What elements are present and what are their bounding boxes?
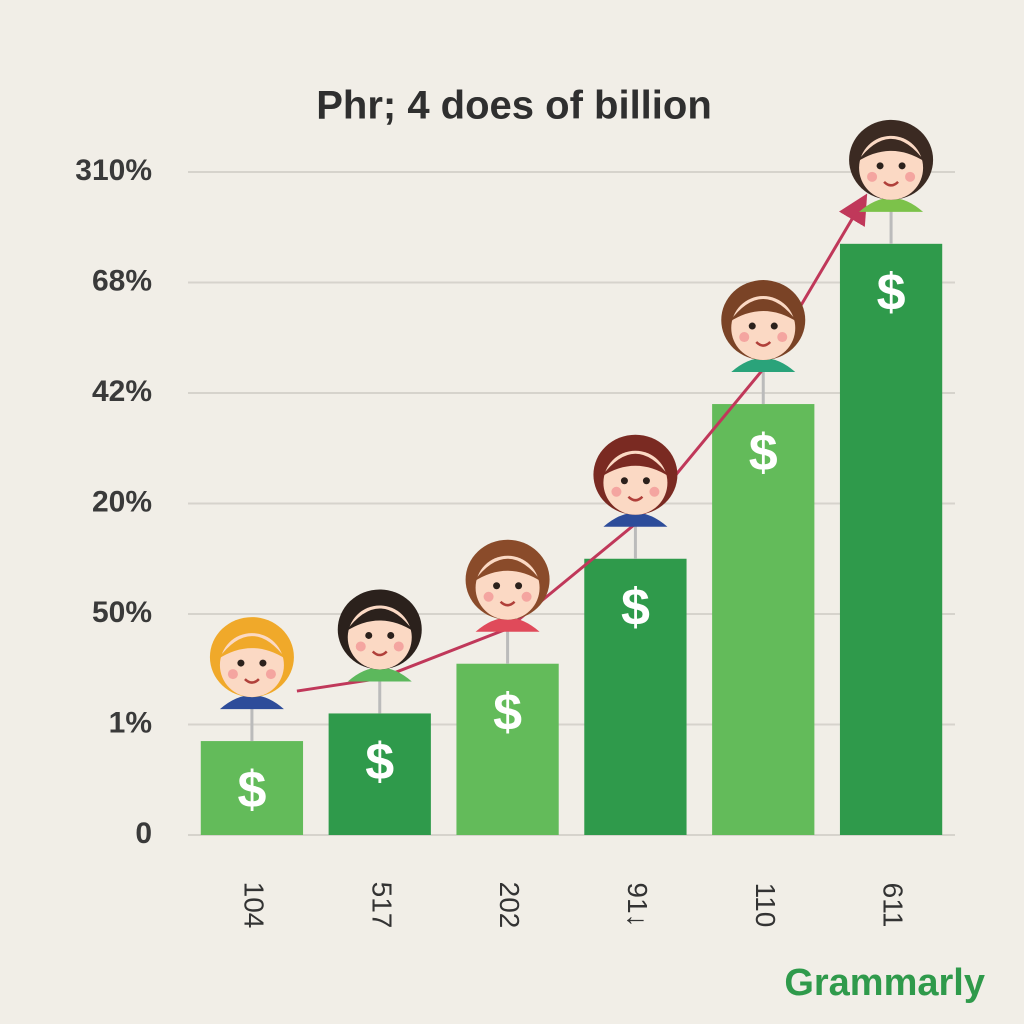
- x-tick-label: 104: [239, 882, 270, 929]
- eye: [898, 162, 906, 170]
- fringe: [345, 608, 414, 632]
- mouth: [755, 341, 772, 347]
- bar: [584, 558, 687, 835]
- bar: [200, 741, 304, 835]
- x-tick-label: 517: [366, 882, 397, 929]
- bar: [328, 713, 431, 835]
- cheek: [265, 669, 276, 680]
- eye: [237, 659, 245, 667]
- x-tick-label: 91↓: [622, 882, 653, 927]
- bar: [456, 663, 559, 835]
- fringe: [857, 138, 926, 162]
- shirt: [859, 197, 924, 212]
- y-tick-label: 0: [135, 817, 152, 850]
- fringe: [729, 299, 798, 323]
- bar-symbol: $: [493, 683, 522, 741]
- y-tick-label: 42%: [92, 375, 152, 408]
- cheek: [227, 669, 238, 680]
- bar-symbol: $: [621, 578, 650, 636]
- eye: [387, 631, 395, 639]
- y-tick-label: 1%: [109, 706, 152, 739]
- cheek: [867, 171, 878, 182]
- eye: [876, 162, 884, 170]
- fringe: [473, 558, 542, 582]
- shirt: [347, 667, 412, 682]
- mouth: [883, 180, 899, 187]
- cheek: [483, 591, 494, 602]
- bar-symbol: $: [365, 733, 394, 791]
- chart-title: Phr; 4 does of billion: [316, 84, 712, 128]
- face: [337, 589, 422, 682]
- eye: [770, 322, 778, 330]
- bar-symbol: $: [877, 264, 906, 322]
- eye: [493, 582, 501, 590]
- eye: [620, 477, 628, 485]
- bar: [839, 243, 943, 835]
- eye: [515, 582, 523, 590]
- x-tick-label: 202: [494, 882, 525, 929]
- fringe: [217, 636, 286, 660]
- cheek: [739, 332, 750, 343]
- shirt: [475, 617, 540, 632]
- eye: [642, 477, 650, 485]
- mouth: [627, 495, 644, 502]
- x-tick-label: 110: [750, 883, 781, 928]
- cheek: [905, 171, 916, 182]
- cheek: [611, 486, 622, 497]
- mouth: [371, 650, 388, 657]
- cheek: [355, 641, 366, 652]
- y-tick-label: 50%: [92, 596, 152, 629]
- face: [721, 280, 806, 373]
- cheek: [777, 332, 788, 343]
- eye: [748, 322, 756, 330]
- eye: [259, 659, 267, 667]
- cheek: [649, 486, 660, 497]
- bar-symbol: $: [749, 424, 778, 482]
- y-tick-label: 20%: [92, 485, 152, 518]
- fringe: [601, 453, 670, 477]
- shirt: [731, 358, 796, 373]
- cheek: [521, 591, 532, 602]
- face: [209, 617, 294, 710]
- eye: [365, 631, 373, 639]
- shirt: [603, 512, 668, 527]
- mouth: [244, 678, 260, 684]
- bar: [712, 404, 815, 835]
- x-tick-label: 611: [878, 883, 909, 928]
- cheek: [393, 641, 404, 652]
- y-tick-label: 310%: [75, 154, 152, 187]
- face: [849, 119, 934, 212]
- watermark: Grammarly: [784, 962, 985, 1004]
- face: [593, 434, 678, 527]
- y-tick-label: 68%: [92, 264, 152, 297]
- bar-symbol: $: [237, 761, 266, 819]
- face: [465, 539, 550, 632]
- mouth: [499, 600, 516, 607]
- shirt: [219, 695, 284, 710]
